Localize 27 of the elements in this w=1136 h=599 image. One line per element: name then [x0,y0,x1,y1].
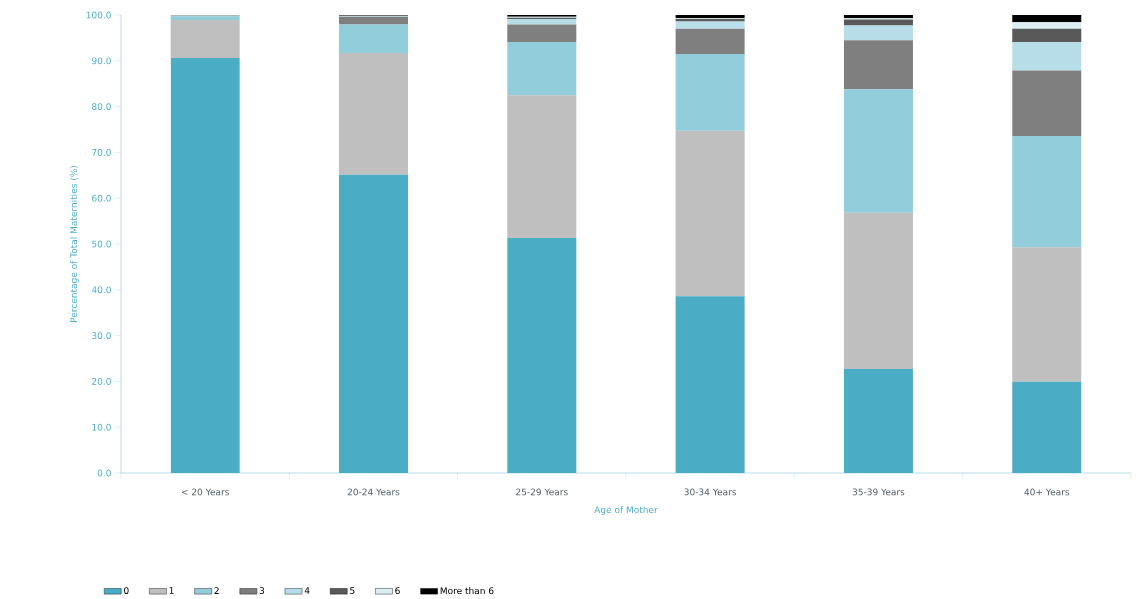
legend-label: 2 [214,586,219,594]
legend-label: 1 [169,587,174,594]
legend-label: More than 6 [440,586,494,594]
legend-label: 3 [259,586,265,594]
y-tick-label: 30.0 [92,331,111,339]
y-axis-title: Percentage of Total Maternities (%) [70,165,79,322]
y-tick-label: 70.0 [92,148,111,156]
y-tick-label: 100.0 [86,11,111,19]
x-tick-label: 20-24 Years [347,488,400,496]
x-tick-label: 25-29 Years [516,488,568,496]
legend-label: 6 [395,586,400,594]
x-tick-label: 35-39 Years [852,488,905,496]
y-tick-label: 40.0 [91,286,111,293]
legend-label: 0 [124,586,129,594]
x-tick-label: 40+ Years [1024,488,1070,496]
x-axis-title: Age of Mother [594,505,658,515]
legend-label: 4 [304,587,310,594]
y-tick-label: 0.0 [97,469,111,477]
legend-label: 5 [350,587,355,594]
y-tick-label: 90.0 [92,57,111,64]
y-tick-label: 60.0 [92,194,111,202]
y-tick-label: 80.0 [92,102,111,110]
y-tick-label: 10.0 [92,423,111,431]
x-tick-label: 30-34 Years [684,488,737,496]
y-tick-label: 20.0 [92,377,111,385]
x-tick-label: < 20 Years [181,488,229,496]
y-tick-label: 50.0 [92,240,111,248]
